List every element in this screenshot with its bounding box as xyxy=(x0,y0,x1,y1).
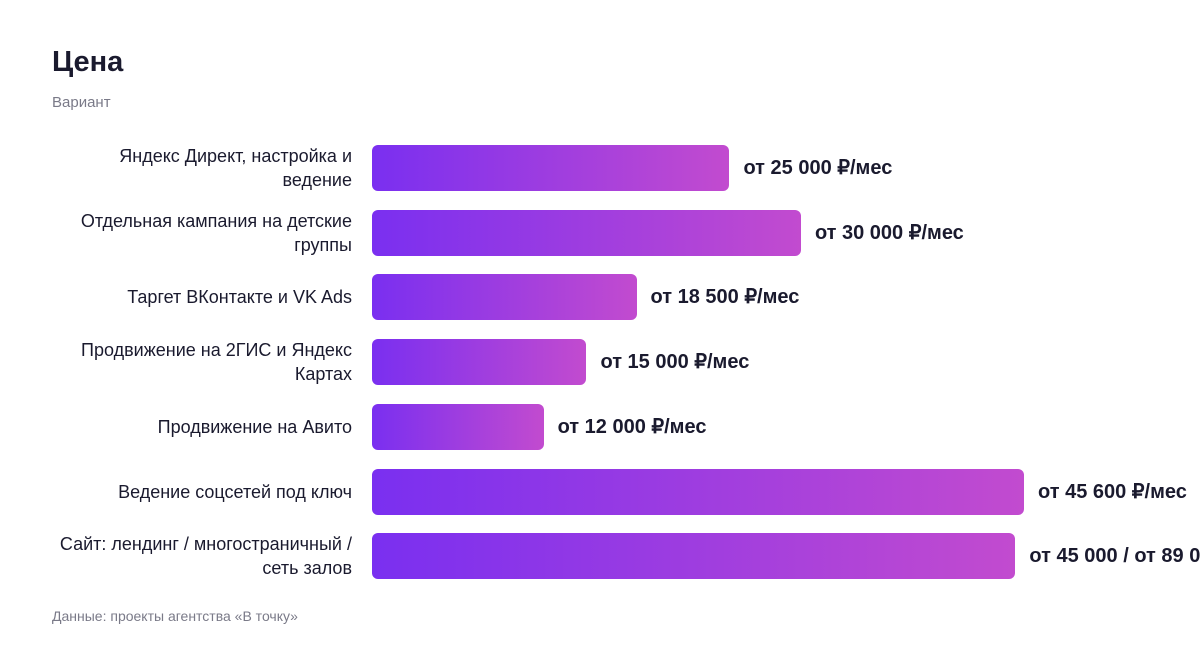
category-label: Продвижение на Авито xyxy=(157,416,352,437)
bar xyxy=(372,209,801,256)
chart-subtitle: Вариант xyxy=(52,94,111,111)
value-label: от 15 000 ₽/мес xyxy=(600,351,750,374)
bar xyxy=(372,339,587,386)
category-label: Таргет ВКонтакте и VK Ads xyxy=(127,287,352,308)
bar xyxy=(372,145,730,191)
category-label: Ведение соцсетей под ключ xyxy=(118,481,352,502)
bar xyxy=(372,533,1016,580)
bar xyxy=(372,274,637,321)
category-label: Отдельная кампания на детские группы xyxy=(80,210,352,255)
bar xyxy=(372,403,544,450)
value-label: от 12 000 ₽/мес xyxy=(557,415,707,438)
source-note: Данные: проекты агентства «В точку» xyxy=(52,608,298,624)
chart-title: Цена xyxy=(52,46,124,78)
value-label: от 45 600 ₽/мес xyxy=(1038,480,1187,503)
value-label: от 45 000 / от 89 000 ₽/мес xyxy=(1029,545,1200,568)
value-label: от 18 500 ₽/мес xyxy=(650,286,800,309)
category-label: Яндекс Директ, настройка и ведение xyxy=(119,146,352,190)
category-label: Сайт: лендинг / многостраничный / сеть з… xyxy=(59,534,352,579)
category-label: Продвижение на 2ГИС и Яндекс Картах xyxy=(81,340,352,385)
value-label: от 30 000 ₽/мес xyxy=(814,221,964,244)
value-label: от 25 000 ₽/мес xyxy=(743,157,893,179)
bar xyxy=(372,468,1024,515)
